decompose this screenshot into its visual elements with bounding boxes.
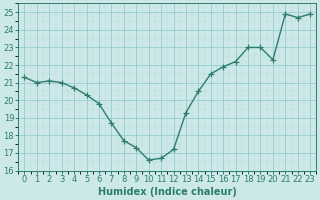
- X-axis label: Humidex (Indice chaleur): Humidex (Indice chaleur): [98, 187, 237, 197]
